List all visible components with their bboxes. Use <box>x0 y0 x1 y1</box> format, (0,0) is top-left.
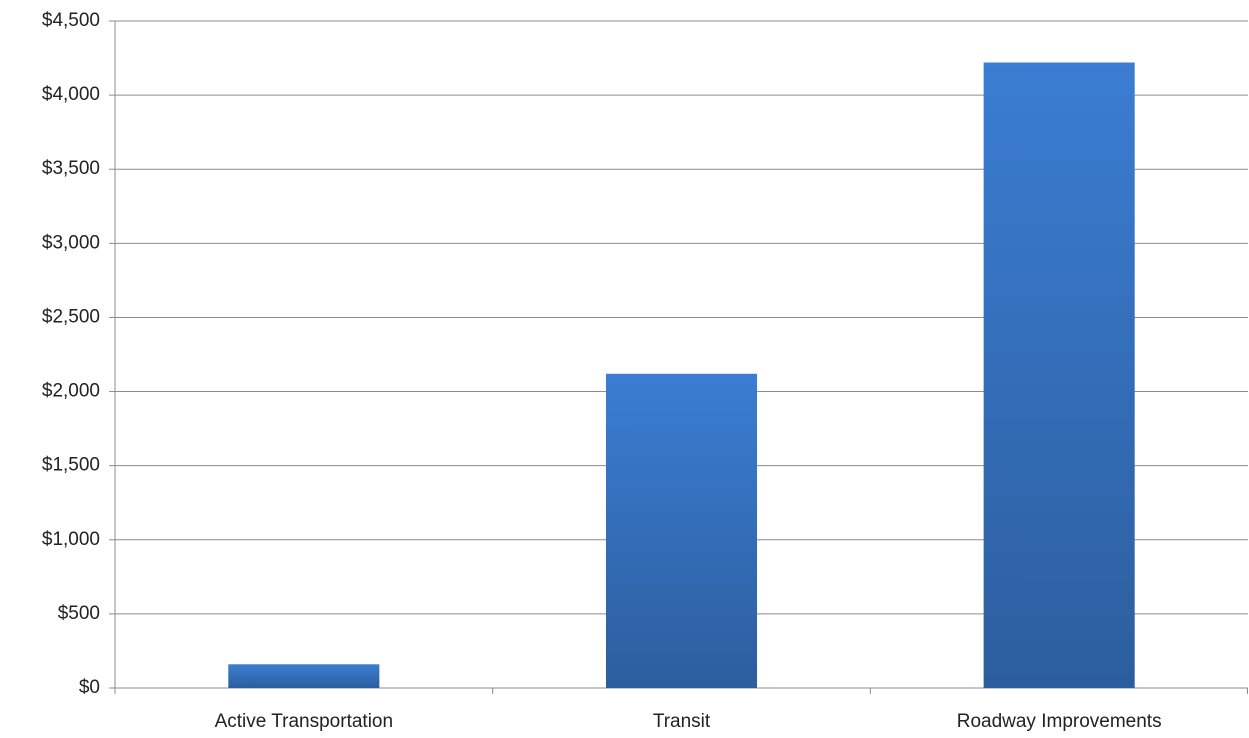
y-tick-label: $3,000 <box>42 232 100 253</box>
y-tick-label: $2,000 <box>42 381 100 402</box>
y-tick-label: $500 <box>58 603 100 624</box>
y-tick-label: $1,000 <box>42 529 100 550</box>
x-tick-label: Active Transportation <box>215 711 393 732</box>
bar <box>983 62 1135 689</box>
x-tick-label: Roadway Improvements <box>957 711 1162 732</box>
x-tick-label: Transit <box>653 711 711 732</box>
y-tick-label: $3,500 <box>42 158 100 179</box>
y-tick-label: $2,500 <box>42 306 100 327</box>
bar <box>605 373 758 688</box>
bar <box>228 664 380 688</box>
y-tick-label: $4,000 <box>42 84 100 105</box>
y-tick-label: $1,500 <box>42 455 100 476</box>
y-tick-label: $0 <box>79 677 100 698</box>
y-tick-label: $4,500 <box>42 10 100 31</box>
